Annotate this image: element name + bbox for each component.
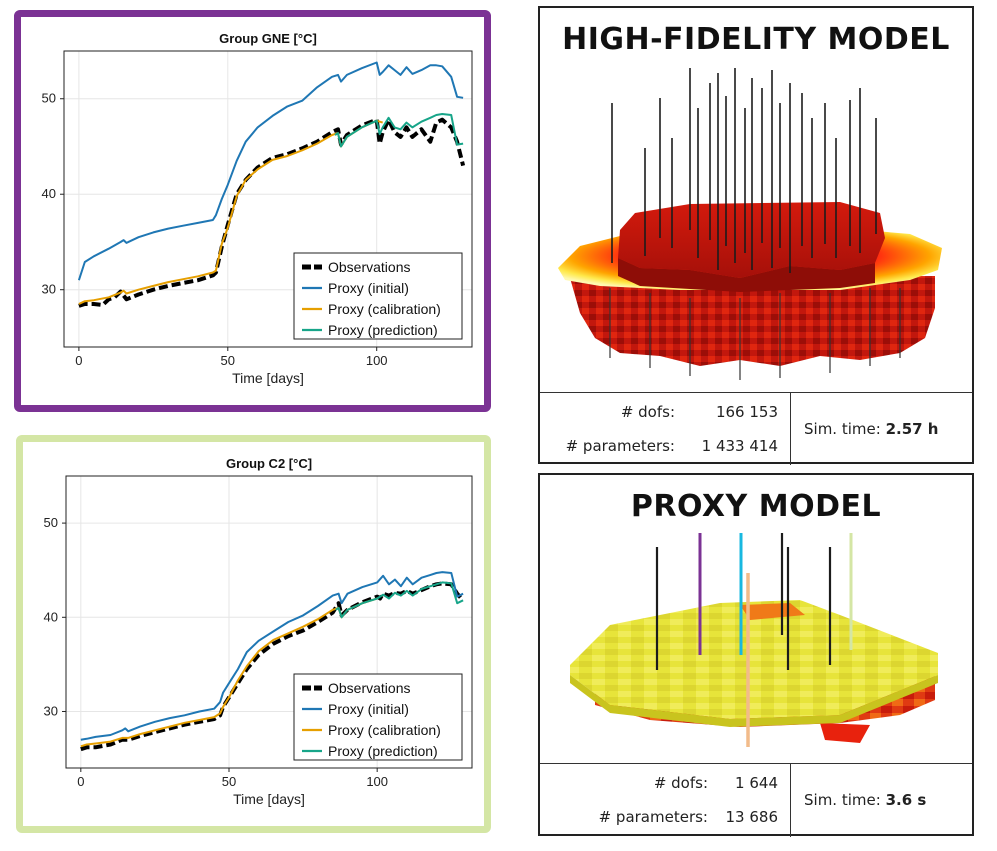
proxy-mesh-image — [570, 533, 938, 747]
hf-sim-time: Sim. time: 2.57 h — [804, 420, 938, 438]
y-tick-label: 30 — [42, 282, 56, 297]
x-axis-label: Time [days] — [232, 370, 304, 386]
series-line-observations — [78, 117, 466, 308]
legend: Observations Proxy (initial) Proxy (calibr… — [293, 673, 463, 761]
plot-area — [63, 50, 473, 348]
x-tick-label: 100 — [366, 774, 388, 789]
chart-panel-gne: Group GNE [°C] 0 50 100 30 40 50 Time [days] Obs… — [14, 10, 491, 412]
grid — [66, 476, 472, 768]
series-line-proxy-prediction — [334, 113, 464, 148]
legend-label: Proxy (prediction) — [328, 322, 438, 338]
hf-params-label: # parameters: — [565, 437, 675, 455]
proxy-model-panel: PROXY MODEL — [538, 473, 974, 837]
high-fidelity-model-panel: HIGH-FIDELITY MODEL — [538, 6, 974, 465]
hf-params-value: 1 433 414 — [701, 437, 778, 455]
px-dofs-label: # dofs: — [653, 774, 708, 792]
legend-label: Proxy (prediction) — [328, 743, 438, 759]
proxy-info: # dofs: 1 644 # parameters: 13 686 Sim. … — [540, 763, 972, 837]
y-tick-label: 50 — [42, 91, 56, 106]
chart-gne: Group GNE [°C] 0 50 100 30 40 50 Time [days] Obs… — [42, 31, 473, 386]
y-tick-label: 40 — [42, 186, 56, 201]
px-params-value: 13 686 — [725, 808, 779, 826]
legend-label: Proxy (initial) — [328, 280, 409, 296]
x-tick-label: 0 — [77, 774, 84, 789]
hf-dofs-label: # dofs: — [620, 403, 675, 421]
plot-area — [65, 475, 473, 769]
hf-sim-label: Sim. time: — [804, 420, 881, 438]
series-line-proxy-prediction — [335, 581, 464, 619]
hf-dofs-value: 166 153 — [715, 403, 778, 421]
proxy-title: PROXY MODEL — [630, 489, 882, 524]
x-tick-label: 0 — [75, 353, 82, 368]
hf-sim-value: 2.57 h — [885, 420, 939, 438]
series-line-observations — [80, 581, 465, 752]
px-dofs-value: 1 644 — [735, 774, 778, 792]
legend: Observations Proxy (initial) Proxy (calibr… — [293, 252, 463, 340]
y-tick-label: 30 — [44, 703, 58, 718]
y-tick-label: 40 — [44, 609, 58, 624]
legend-label: Proxy (calibration) — [328, 722, 441, 738]
high-fidelity-info: # dofs: 166 153 # parameters: 1 433 414 … — [540, 392, 972, 465]
legend-label: Proxy (initial) — [328, 701, 409, 717]
legend-label: Observations — [328, 680, 410, 696]
x-tick-label: 50 — [222, 774, 236, 789]
high-fidelity-mesh-image — [558, 68, 942, 380]
chart-title: Group GNE [°C] — [219, 31, 317, 46]
series-line-proxy-initial — [80, 571, 464, 741]
px-sim-time: Sim. time: 3.6 s — [804, 791, 926, 809]
x-axis-label: Time [days] — [233, 791, 305, 807]
series-line-proxy-initial — [77, 61, 464, 281]
chart-panel-c2: Group C2 [°C] 0 50 100 30 40 50 Time [days] Obse… — [16, 435, 491, 833]
x-tick-label: 50 — [221, 353, 235, 368]
px-params-label: # parameters: — [598, 808, 708, 826]
high-fidelity-title: HIGH-FIDELITY MODEL — [562, 22, 950, 57]
px-sim-label: Sim. time: — [804, 791, 881, 809]
x-tick-label: 100 — [366, 353, 388, 368]
y-tick-label: 50 — [44, 515, 58, 530]
chart-c2: Group C2 [°C] 0 50 100 30 40 50 Time [days] Obse… — [44, 456, 473, 807]
legend-label: Proxy (calibration) — [328, 301, 441, 317]
px-sim-value: 3.6 s — [885, 791, 927, 809]
chart-title: Group C2 [°C] — [226, 456, 312, 471]
legend-label: Observations — [328, 259, 410, 275]
